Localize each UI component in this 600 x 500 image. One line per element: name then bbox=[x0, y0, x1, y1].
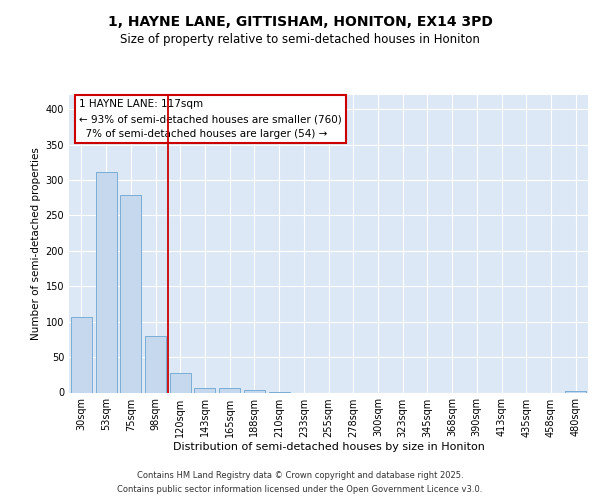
Text: 1, HAYNE LANE, GITTISHAM, HONITON, EX14 3PD: 1, HAYNE LANE, GITTISHAM, HONITON, EX14 … bbox=[107, 16, 493, 30]
Bar bbox=[145, 336, 166, 392]
Bar bbox=[95, 172, 116, 392]
Y-axis label: Number of semi-detached properties: Number of semi-detached properties bbox=[31, 148, 41, 340]
Text: Contains public sector information licensed under the Open Government Licence v3: Contains public sector information licen… bbox=[118, 484, 482, 494]
Bar bbox=[170, 372, 191, 392]
Text: Size of property relative to semi-detached houses in Honiton: Size of property relative to semi-detach… bbox=[120, 34, 480, 46]
X-axis label: Distribution of semi-detached houses by size in Honiton: Distribution of semi-detached houses by … bbox=[173, 442, 484, 452]
Bar bbox=[71, 316, 92, 392]
Text: Contains HM Land Registry data © Crown copyright and database right 2025.: Contains HM Land Registry data © Crown c… bbox=[137, 472, 463, 480]
Bar bbox=[219, 388, 240, 392]
Text: 1 HAYNE LANE: 117sqm
← 93% of semi-detached houses are smaller (760)
  7% of sem: 1 HAYNE LANE: 117sqm ← 93% of semi-detac… bbox=[79, 100, 342, 139]
Bar bbox=[565, 391, 586, 392]
Bar bbox=[244, 390, 265, 392]
Bar bbox=[194, 388, 215, 392]
Bar bbox=[120, 195, 141, 392]
